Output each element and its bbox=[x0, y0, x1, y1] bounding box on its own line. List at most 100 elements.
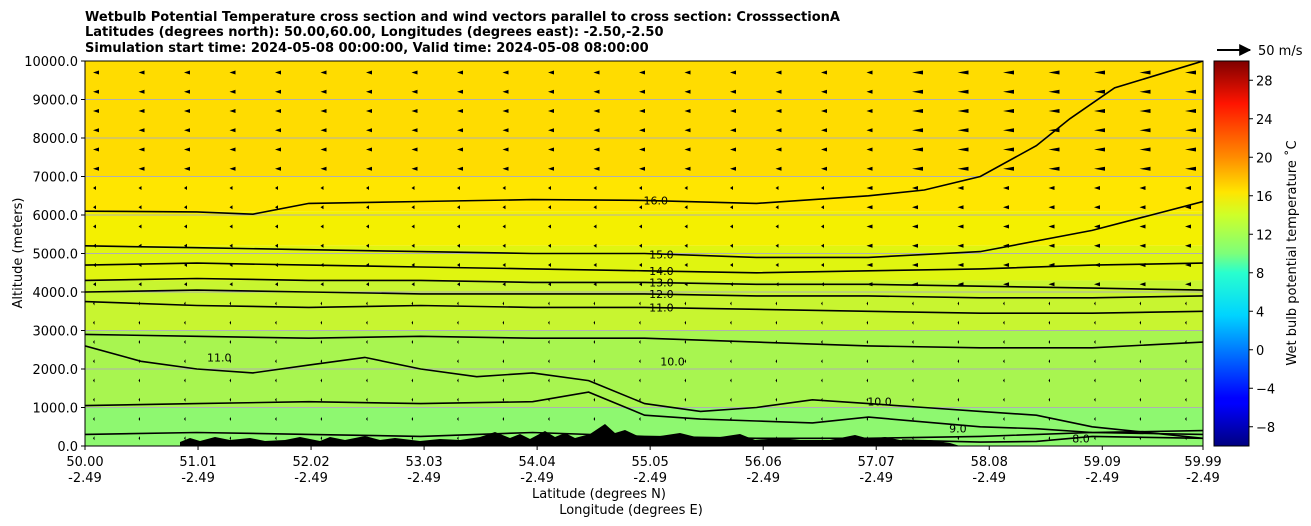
wind-vector-130 bbox=[320, 166, 327, 171]
contour-label-10: 8.0 bbox=[1072, 432, 1090, 445]
wind-vector-408 bbox=[457, 378, 459, 383]
wind-vector-382 bbox=[411, 359, 413, 364]
wind-vector-373 bbox=[1139, 340, 1141, 345]
chart-title-line-3: Simulation start time: 2024-05-08 00:00:… bbox=[85, 41, 649, 56]
colorbar-tick-label-7: 20 bbox=[1256, 151, 1273, 166]
wind-vector-82 bbox=[411, 128, 418, 133]
wind-vector-9 bbox=[502, 70, 509, 75]
wind-vector-187 bbox=[639, 205, 642, 210]
wind-vector-229 bbox=[275, 243, 278, 248]
wind-vector-142 bbox=[866, 166, 873, 171]
x-tick-lon-0: -2.49 bbox=[68, 471, 102, 486]
wind-vector-106 bbox=[366, 147, 372, 152]
wind-vector-338 bbox=[684, 320, 686, 325]
wind-vector-480 bbox=[320, 436, 322, 441]
wind-vector-70 bbox=[1003, 109, 1014, 114]
wind-vector-60 bbox=[548, 109, 554, 114]
y-tick-label-2: 2000.0 bbox=[33, 363, 79, 378]
wind-vector-235 bbox=[548, 243, 551, 248]
wind-vector-342 bbox=[866, 320, 868, 325]
wind-vector-420 bbox=[1003, 378, 1005, 383]
contour-lines: 16.015.014.013.012.011.010.011.010.09.08… bbox=[85, 61, 1203, 445]
wind-vector-138 bbox=[684, 166, 691, 171]
color-band-3 bbox=[85, 245, 1203, 281]
wind-vector-52 bbox=[184, 109, 190, 114]
horizontal-gridlines bbox=[85, 99, 1203, 408]
wind-vector-393 bbox=[912, 359, 914, 364]
wind-vector-217 bbox=[866, 224, 873, 229]
wind-vector-17 bbox=[866, 70, 873, 75]
wind-vector-28 bbox=[229, 89, 236, 94]
wind-vectors bbox=[93, 70, 1196, 441]
wind-vector-368 bbox=[912, 340, 914, 345]
wind-vector-126 bbox=[138, 166, 145, 171]
wind-vector-39 bbox=[730, 89, 736, 94]
wind-vector-339 bbox=[730, 320, 732, 325]
wind-vector-213 bbox=[684, 224, 688, 229]
y-tick-label-5: 5000.0 bbox=[33, 248, 79, 263]
wind-vector-421 bbox=[1048, 378, 1050, 383]
wind-vector-63 bbox=[684, 109, 691, 114]
wind-vector-128 bbox=[229, 166, 236, 171]
wind-vector-451 bbox=[138, 417, 140, 422]
x-axis-label-longitude: Longitude (degrees E) bbox=[559, 503, 703, 518]
wind-vector-353 bbox=[229, 340, 231, 345]
wind-vector-148 bbox=[1139, 166, 1151, 171]
wind-vector-98 bbox=[1139, 128, 1151, 133]
wind-vector-396 bbox=[1048, 359, 1050, 364]
wind-vector-313 bbox=[684, 301, 686, 306]
wind-vector-191 bbox=[821, 205, 824, 210]
wind-vector-192 bbox=[866, 205, 873, 210]
wind-vector-444 bbox=[957, 397, 959, 402]
wind-vector-91 bbox=[821, 128, 827, 133]
wind-vector-332 bbox=[411, 320, 413, 325]
wind-vector-362 bbox=[639, 340, 641, 345]
wind-vector-284 bbox=[502, 282, 506, 287]
wind-vector-317 bbox=[866, 301, 868, 306]
wind-vector-18 bbox=[912, 70, 923, 75]
wind-vector-117 bbox=[866, 147, 873, 152]
wind-vector-258 bbox=[457, 263, 460, 268]
wind-vector-247 bbox=[1094, 243, 1100, 248]
wind-vector-243 bbox=[912, 243, 918, 248]
wind-vector-308 bbox=[457, 301, 459, 306]
y-axis-label: Altitude (meters) bbox=[11, 198, 26, 309]
contour-label-1: 15.0 bbox=[649, 248, 674, 261]
wind-vector-286 bbox=[593, 282, 597, 287]
wind-vector-285 bbox=[548, 282, 551, 287]
wind-vector-399 bbox=[1185, 359, 1187, 364]
wind-vector-475 bbox=[93, 436, 95, 441]
wind-vector-479 bbox=[275, 436, 277, 441]
wind-vector-154 bbox=[275, 186, 278, 191]
wind-vector-264 bbox=[730, 263, 733, 268]
wind-vector-54 bbox=[275, 109, 281, 114]
wind-vector-36 bbox=[593, 89, 600, 94]
contour-line-9 bbox=[85, 429, 1203, 440]
wind-vector-57 bbox=[411, 109, 418, 114]
x-tick-lat-0: 50.00 bbox=[66, 455, 103, 470]
x-tick-lon-2: -2.49 bbox=[294, 471, 328, 486]
wind-vector-202 bbox=[184, 224, 187, 229]
contour-line-7 bbox=[85, 345, 1203, 440]
wind-vector-211 bbox=[593, 224, 597, 229]
wind-vector-27 bbox=[184, 89, 190, 94]
wind-vector-307 bbox=[411, 301, 413, 306]
wind-vector-431 bbox=[366, 397, 368, 402]
wind-vector-319 bbox=[957, 301, 959, 306]
wind-vector-228 bbox=[229, 243, 233, 248]
wind-vector-109 bbox=[502, 147, 509, 152]
wind-vector-363 bbox=[684, 340, 686, 345]
wind-vector-340 bbox=[775, 320, 777, 325]
wind-vector-438 bbox=[684, 397, 686, 402]
wind-vector-352 bbox=[184, 340, 186, 345]
wind-vector-218 bbox=[912, 224, 918, 229]
wind-vector-442 bbox=[866, 397, 868, 402]
wind-vector-80 bbox=[320, 128, 327, 133]
wind-vector-31 bbox=[366, 89, 372, 94]
wind-vector-170 bbox=[1003, 186, 1009, 191]
wind-vector-184 bbox=[502, 205, 506, 210]
wind-vector-335 bbox=[548, 320, 550, 325]
wind-vector-411 bbox=[593, 378, 595, 383]
colorbar-tick-label-4: 8 bbox=[1256, 267, 1264, 282]
wind-vector-90 bbox=[775, 128, 782, 133]
